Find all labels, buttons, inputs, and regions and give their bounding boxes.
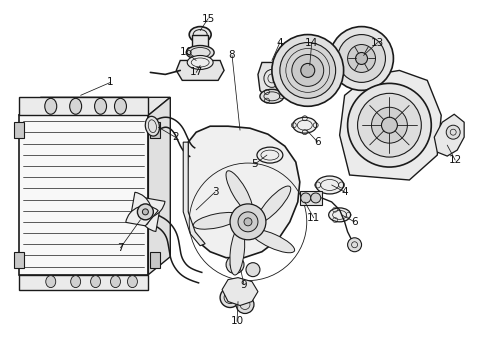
Bar: [14, 122, 24, 138]
Circle shape: [358, 93, 421, 157]
Ellipse shape: [329, 208, 350, 222]
Bar: [150, 122, 160, 138]
Ellipse shape: [226, 171, 252, 213]
Circle shape: [311, 193, 321, 203]
Circle shape: [238, 212, 258, 232]
Polygon shape: [183, 142, 205, 246]
Text: 16: 16: [180, 48, 193, 58]
Ellipse shape: [193, 212, 240, 229]
Circle shape: [301, 193, 311, 203]
Ellipse shape: [95, 98, 106, 114]
Text: 14: 14: [305, 37, 318, 48]
Circle shape: [280, 42, 336, 98]
Circle shape: [141, 207, 150, 217]
Text: 9: 9: [241, 280, 247, 289]
Polygon shape: [176, 60, 224, 80]
Circle shape: [347, 238, 362, 252]
Ellipse shape: [257, 147, 283, 163]
Circle shape: [240, 214, 256, 230]
Text: 2: 2: [172, 132, 178, 142]
Polygon shape: [222, 278, 258, 306]
Ellipse shape: [145, 116, 159, 136]
Ellipse shape: [186, 45, 214, 59]
Ellipse shape: [260, 89, 284, 103]
Ellipse shape: [230, 228, 245, 275]
Text: 3: 3: [212, 187, 219, 197]
Ellipse shape: [293, 117, 317, 133]
Circle shape: [220, 288, 240, 307]
Polygon shape: [187, 126, 300, 258]
Circle shape: [226, 256, 244, 274]
Text: 8: 8: [229, 50, 235, 60]
Ellipse shape: [71, 276, 81, 288]
Ellipse shape: [70, 98, 82, 114]
Text: 13: 13: [371, 37, 384, 48]
Bar: [19, 97, 148, 115]
Polygon shape: [19, 97, 171, 115]
Circle shape: [382, 117, 397, 133]
Text: 11: 11: [307, 213, 320, 223]
Ellipse shape: [46, 276, 56, 288]
Bar: [192, 35, 208, 53]
Polygon shape: [434, 114, 464, 156]
Text: 17: 17: [190, 67, 203, 77]
Circle shape: [301, 63, 315, 77]
Wedge shape: [133, 198, 165, 218]
Text: 6: 6: [315, 137, 321, 147]
Ellipse shape: [111, 276, 121, 288]
Wedge shape: [126, 206, 158, 226]
Ellipse shape: [251, 229, 294, 253]
Ellipse shape: [189, 27, 211, 42]
Circle shape: [292, 54, 324, 86]
Polygon shape: [19, 115, 148, 275]
Circle shape: [230, 204, 266, 240]
Text: 4: 4: [276, 37, 283, 48]
Circle shape: [246, 263, 260, 276]
Ellipse shape: [91, 276, 100, 288]
Circle shape: [330, 27, 393, 90]
Ellipse shape: [115, 98, 126, 114]
Circle shape: [236, 296, 254, 314]
Circle shape: [143, 209, 148, 215]
Ellipse shape: [316, 176, 343, 194]
Bar: [300, 191, 322, 205]
Ellipse shape: [45, 98, 57, 114]
Text: 10: 10: [230, 316, 244, 327]
Circle shape: [244, 218, 252, 226]
Text: 1: 1: [107, 77, 114, 87]
Circle shape: [347, 84, 431, 167]
Text: 4: 4: [342, 187, 348, 197]
Wedge shape: [140, 199, 159, 231]
Text: 5: 5: [252, 159, 258, 169]
Circle shape: [338, 35, 386, 82]
Circle shape: [272, 35, 343, 106]
Polygon shape: [148, 97, 171, 275]
Circle shape: [371, 107, 407, 143]
Bar: [150, 252, 160, 268]
Polygon shape: [340, 71, 441, 180]
Ellipse shape: [127, 276, 137, 288]
Ellipse shape: [187, 55, 213, 69]
Bar: [14, 252, 24, 268]
Circle shape: [137, 204, 153, 220]
Text: 6: 6: [351, 217, 358, 227]
Polygon shape: [258, 62, 286, 100]
Text: 12: 12: [448, 155, 462, 165]
Text: 15: 15: [201, 14, 215, 24]
Circle shape: [356, 53, 368, 64]
Text: 7: 7: [117, 243, 124, 253]
Ellipse shape: [257, 186, 291, 222]
Circle shape: [347, 45, 375, 72]
Bar: [19, 275, 148, 289]
Wedge shape: [131, 192, 151, 225]
Circle shape: [446, 125, 460, 139]
